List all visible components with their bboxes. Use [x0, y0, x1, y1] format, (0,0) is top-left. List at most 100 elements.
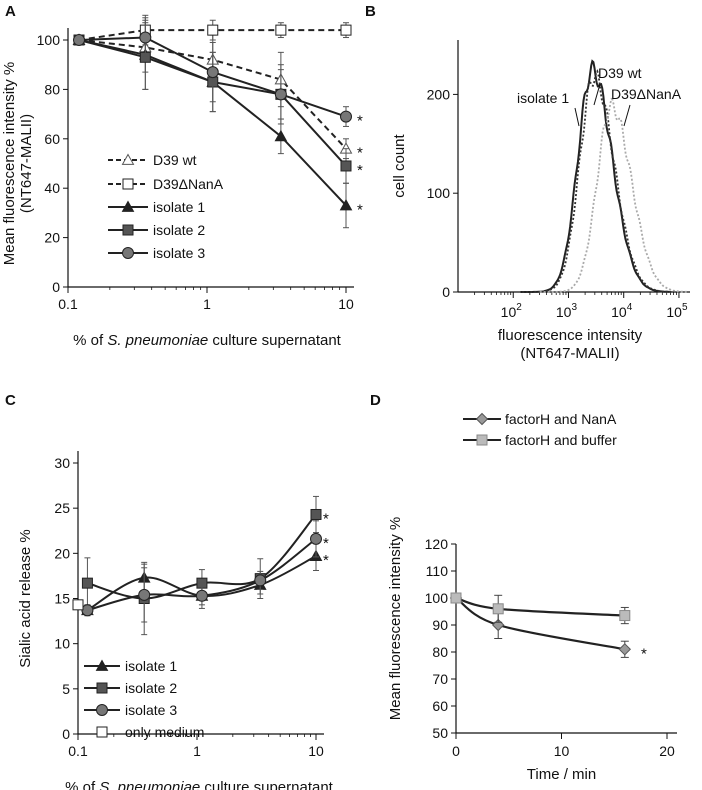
y-axis-title: Mean fluorescence intensity % [387, 517, 404, 720]
y-tick-label: 60 [432, 698, 448, 714]
y-tick-label: 80 [44, 81, 60, 97]
x-tick-base: 10 [611, 304, 627, 320]
x-axis-title-part-2: culture supernatant [208, 332, 341, 349]
significance-star: * [357, 201, 363, 218]
x-axis-title-part-1: S. pneumoniae [107, 332, 208, 349]
x-axis-subtitle: (NT647-MALII) [520, 345, 619, 362]
panel-c-chart: 0 5 10 15 20 25 30 0.1 1 10 Sialic acid release %%… [17, 451, 334, 790]
significance-star: * [323, 552, 329, 569]
legend-marker [121, 200, 135, 212]
legend-label: isolate 2 [125, 680, 177, 696]
y-tick-label: 30 [54, 455, 70, 471]
legend: isolate 1 isolate 2 isolate 3 only medium [84, 658, 204, 740]
x-tick-label: 102 [501, 302, 523, 320]
y-tick-label: 200 [427, 86, 451, 102]
x-tick-exponent: 5 [682, 302, 688, 313]
x-axis-title: fluorescence intensity [498, 327, 643, 344]
y-tick-label: 100 [37, 32, 61, 48]
legend-marker [122, 178, 134, 190]
data-point-isolate-3 [139, 31, 152, 44]
significance-star: * [323, 535, 329, 552]
x-tick-base: 10 [556, 304, 572, 320]
x-axis-title: % of S. pneumoniae culture supernatant [65, 779, 334, 790]
annotation-leader-d39-nana [623, 104, 631, 127]
legend-item-isolate-1: isolate 1 [108, 199, 205, 215]
legend-item-isolate-2: isolate 2 [108, 222, 205, 238]
legend-marker [95, 659, 109, 671]
series-factorh-and-buffer [450, 592, 631, 625]
x-tick-label: 103 [556, 302, 578, 320]
y-tick-label: 20 [54, 545, 70, 561]
series-only-medium [72, 599, 84, 611]
data-point-factorh-and-buffer [450, 592, 462, 604]
legend-marker [122, 224, 134, 236]
y-axis-title-line-1: Mean fluorescence intensity % [1, 62, 18, 265]
x-tick-label: 10 [308, 743, 324, 759]
y-tick-label: 20 [44, 230, 60, 246]
y-axis-title: Mean fluorescence intensity %(NT647-MALI… [1, 62, 35, 265]
panel-a-chart: 0 20 40 60 80 100 0.1 1 10 Mean fluorescence inte… [1, 14, 363, 349]
data-point-isolate-3 [73, 34, 86, 46]
series-line-factorh-and-buffer [455, 596, 625, 617]
legend-item-isolate-1: isolate 1 [84, 658, 177, 674]
legend-marker [476, 434, 488, 446]
x-tick-label: 1 [203, 296, 211, 312]
data-point-factorh-and-nana [618, 643, 632, 656]
histogram-isolate-1 [520, 59, 670, 293]
y-tick-label: 25 [54, 500, 70, 516]
series-factorh-and-nana [449, 591, 632, 658]
data-point-factorh-and-buffer [619, 610, 631, 622]
significance-star: * [357, 145, 363, 162]
y-tick-label: 120 [425, 536, 449, 552]
y-tick-label: 40 [44, 180, 60, 196]
panel-letter-c: C [5, 392, 16, 409]
annotation-leader-isolate-1 [574, 107, 580, 127]
legend-marker [122, 247, 134, 259]
data-point-isolate-3 [310, 532, 322, 545]
y-tick-label: 60 [44, 131, 60, 147]
x-tick-label: 0.1 [58, 296, 78, 312]
data-point-d39-nana [340, 24, 352, 36]
x-axis-title: Time / min [527, 766, 596, 783]
x-tick-label: 10 [338, 296, 354, 312]
legend-marker [121, 153, 135, 165]
series-line-factorh-and-nana [455, 597, 626, 651]
panel-d-chart: 50 60 70 80 90 100 110 120 0 10 20 Mean fluorescenc… [387, 411, 677, 783]
legend-marker [475, 412, 489, 426]
legend-label: isolate 1 [125, 658, 177, 674]
x-axis-title-part-1: S. pneumoniae [99, 779, 200, 790]
series-isolate-3 [73, 17, 352, 127]
panel-letter-d: D [370, 392, 381, 409]
x-tick-label: 0.1 [68, 743, 88, 759]
data-point-isolate-3 [274, 88, 287, 101]
data-point-isolate-2 [310, 508, 322, 520]
y-tick-label: 10 [54, 636, 70, 652]
y-tick-label: 100 [427, 185, 451, 201]
legend-marker [96, 704, 108, 716]
x-tick-exponent: 4 [627, 302, 633, 313]
x-tick-label: 105 [666, 302, 688, 320]
significance-star: * [641, 645, 647, 662]
series-isolate-3 [81, 520, 322, 623]
y-axis-title-line-2: (NT647-MALII) [18, 114, 35, 213]
x-tick-exponent: 3 [571, 302, 577, 313]
y-tick-label: 5 [62, 681, 70, 697]
data-point-isolate-3 [206, 66, 219, 79]
y-tick-label: 15 [54, 591, 70, 607]
legend-label: isolate 3 [125, 702, 177, 718]
data-point-isolate-3 [254, 574, 267, 587]
legend-label: D39ΔNanA [153, 176, 224, 192]
data-point-isolate-2 [81, 577, 93, 589]
legend-item-isolate-3: isolate 3 [84, 702, 177, 718]
y-axis-title: cell count [391, 133, 408, 197]
legend-label: isolate 1 [153, 199, 205, 215]
legend-label: only medium [125, 724, 204, 740]
data-point-isolate-3 [81, 604, 94, 617]
legend-item-isolate-3: isolate 3 [108, 245, 205, 261]
panel-letter-a: A [5, 3, 16, 20]
data-point-only-medium [72, 599, 84, 611]
legend-item-only-medium: only medium [96, 724, 204, 740]
x-tick-base: 10 [501, 304, 517, 320]
y-tick-label: 0 [52, 279, 60, 295]
